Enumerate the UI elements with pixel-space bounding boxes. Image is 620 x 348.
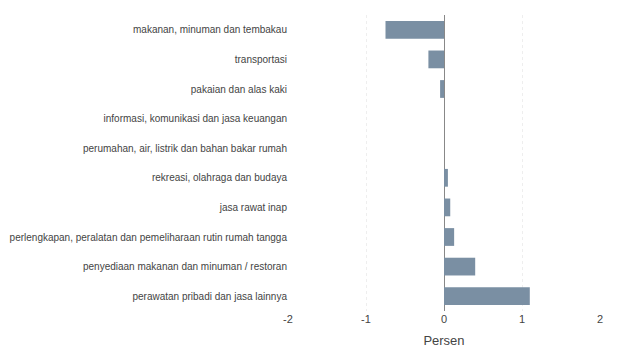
svg-text:informasi, komunikasi dan jasa: informasi, komunikasi dan jasa keuangan — [104, 113, 287, 124]
svg-text:perlengkapan, peralatan dan pe: perlengkapan, peralatan dan pemeliharaan… — [10, 232, 288, 243]
svg-text:jasa rawat inap: jasa rawat inap — [219, 202, 288, 213]
svg-text:makanan, minuman dan tembakau: makanan, minuman dan tembakau — [133, 24, 287, 35]
svg-text:2: 2 — [597, 313, 603, 325]
svg-text:-2: -2 — [283, 313, 293, 325]
svg-text:transportasi: transportasi — [235, 54, 287, 65]
svg-text:perumahan, air, listrik dan ba: perumahan, air, listrik dan bahan bakar … — [83, 143, 287, 154]
svg-text:perawatan pribadi dan jasa lai: perawatan pribadi dan jasa lainnya — [132, 291, 287, 302]
svg-text:-1: -1 — [361, 313, 371, 325]
svg-text:penyediaan makanan dan minuman: penyediaan makanan dan minuman / restora… — [83, 261, 287, 272]
svg-text:pakaian dan alas kaki: pakaian dan alas kaki — [191, 84, 287, 95]
svg-text:0: 0 — [441, 313, 447, 325]
svg-text:1: 1 — [519, 313, 525, 325]
svg-text:Persen: Persen — [423, 333, 464, 348]
svg-text:rekreasi, olahraga dan budaya: rekreasi, olahraga dan budaya — [152, 172, 288, 183]
